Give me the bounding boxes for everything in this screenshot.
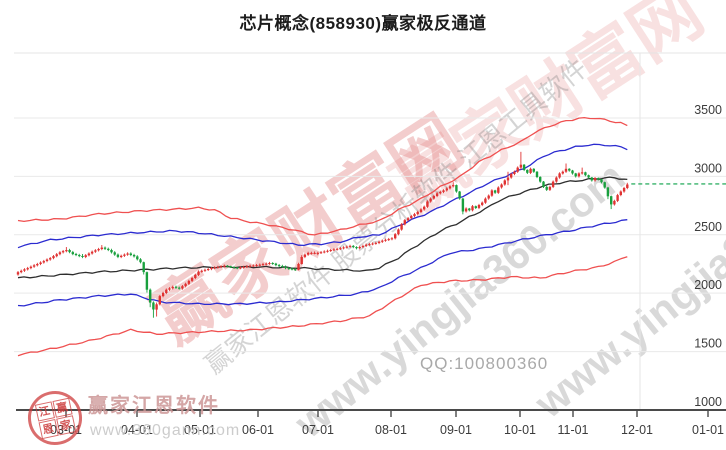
footer-site-url: www.360gann.com xyxy=(90,422,241,439)
svg-text:12-01: 12-01 xyxy=(621,423,653,437)
page-title: 芯片概念(858930)赢家极反通道 xyxy=(239,14,487,33)
svg-text:08-01: 08-01 xyxy=(375,423,407,437)
svg-text:1500: 1500 xyxy=(694,337,722,351)
svg-text:10-01: 10-01 xyxy=(504,423,536,437)
svg-text:06-01: 06-01 xyxy=(242,423,274,437)
svg-text:3000: 3000 xyxy=(694,161,722,175)
seal-char: 恩 xyxy=(37,418,59,439)
svg-text:01-01: 01-01 xyxy=(692,423,724,437)
svg-text:2000: 2000 xyxy=(694,278,722,292)
seal-characters: 江 赢 恩 家 xyxy=(34,397,76,439)
svg-text:07-01: 07-01 xyxy=(302,423,334,437)
svg-text:03-01: 03-01 xyxy=(50,423,82,437)
svg-text:05-01: 05-01 xyxy=(184,423,216,437)
footer-brand-text: 赢家江恩软件 xyxy=(88,395,220,417)
svg-text:1000: 1000 xyxy=(694,395,722,409)
svg-text:09-01: 09-01 xyxy=(440,423,472,437)
svg-text:3500: 3500 xyxy=(694,103,722,117)
svg-text:11-01: 11-01 xyxy=(557,423,588,437)
watermark-qq: QQ:100800360 xyxy=(420,354,549,373)
svg-text:2500: 2500 xyxy=(694,220,722,234)
svg-text:04-01: 04-01 xyxy=(121,423,153,437)
seal-char: 家 xyxy=(55,414,76,436)
